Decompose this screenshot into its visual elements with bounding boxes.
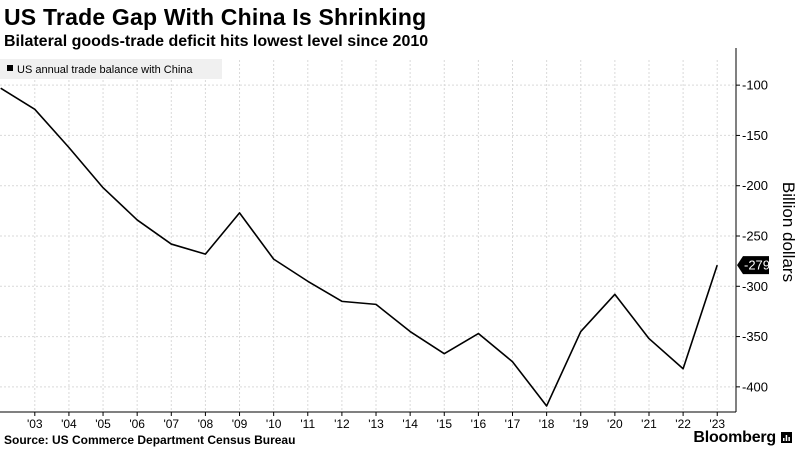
- x-tick-label: '11: [300, 417, 315, 431]
- chart-title: US Trade Gap With China Is Shrinking: [4, 4, 427, 30]
- y-tick-label: -200: [742, 178, 768, 193]
- legend-label: US annual trade balance with China: [17, 64, 193, 76]
- x-tick-label: '15: [436, 417, 452, 431]
- y-axis-ticks: -100 -150 -200 -250 -300 -350 -400: [736, 78, 768, 394]
- x-tick-label: '17: [505, 417, 521, 431]
- x-tick-label: '08: [198, 417, 214, 431]
- x-tick-label: '13: [368, 417, 384, 431]
- data-point: [170, 243, 172, 245]
- data-points: [0, 87, 718, 407]
- chart-subtitle: Bilateral goods-trade deficit hits lowes…: [4, 33, 429, 50]
- y-tick-label: -250: [742, 229, 768, 244]
- x-tick-label: '03: [27, 417, 43, 431]
- last-value-label: -279: [744, 258, 770, 273]
- y-axis-title: Billion dollars: [779, 182, 798, 282]
- data-point: [443, 352, 445, 354]
- x-tick-label: '05: [95, 417, 111, 431]
- legend: US annual trade balance with China: [0, 59, 222, 79]
- x-tick-label: '12: [334, 417, 350, 431]
- data-point: [511, 361, 513, 363]
- x-tick-label: '07: [163, 417, 179, 431]
- data-point: [477, 332, 479, 334]
- x-tick-label: '23: [709, 417, 725, 431]
- x-tick-label: '18: [539, 417, 555, 431]
- data-point: [68, 146, 70, 148]
- data-point: [34, 108, 36, 110]
- data-point: [580, 330, 582, 332]
- x-tick-label: '21: [641, 417, 657, 431]
- data-point: [648, 337, 650, 339]
- x-tick-label: '04: [61, 417, 77, 431]
- data-point: [204, 253, 206, 255]
- x-tick-label: '20: [607, 417, 623, 431]
- y-tick-label: -300: [742, 279, 768, 294]
- data-point: [375, 303, 377, 305]
- y-tick-label: -400: [742, 379, 768, 394]
- x-tick-label: '06: [129, 417, 145, 431]
- x-tick-label: '09: [232, 417, 248, 431]
- x-tick-label: '19: [573, 417, 589, 431]
- data-point: [307, 280, 309, 282]
- data-point: [238, 212, 240, 214]
- x-tick-label: '10: [266, 417, 282, 431]
- x-tick-label: '22: [675, 417, 691, 431]
- data-point: [272, 258, 274, 260]
- data-point: [341, 300, 343, 302]
- x-axis-ticks: '03 '04 '05 '06 '07 '08 '09 '10 '11 '12 '13 '14 '15 '…: [27, 412, 725, 431]
- x-tick-label: '16: [471, 417, 487, 431]
- data-point: [682, 368, 684, 370]
- gridlines: [0, 60, 736, 412]
- y-tick-label: -150: [742, 128, 768, 143]
- legend-swatch: [7, 65, 13, 71]
- last-value-tag: [737, 256, 769, 275]
- brand-logo-text: Bloomberg: [693, 429, 776, 446]
- bar-chart-icon: [781, 432, 792, 443]
- last-value-callout: -279: [737, 256, 770, 275]
- data-point: [614, 293, 616, 295]
- series-line: [0, 87, 718, 407]
- data-point: [102, 187, 104, 189]
- legend-background: [0, 59, 222, 79]
- data-point: [409, 330, 411, 332]
- y-tick-label: -100: [742, 78, 768, 93]
- source-note: Source: US Commerce Department Census Bu…: [4, 433, 296, 447]
- data-point: [716, 264, 718, 266]
- x-tick-label: '14: [402, 417, 418, 431]
- data-point: [545, 405, 547, 407]
- y-tick-label: -350: [742, 329, 768, 344]
- data-point: [136, 219, 138, 221]
